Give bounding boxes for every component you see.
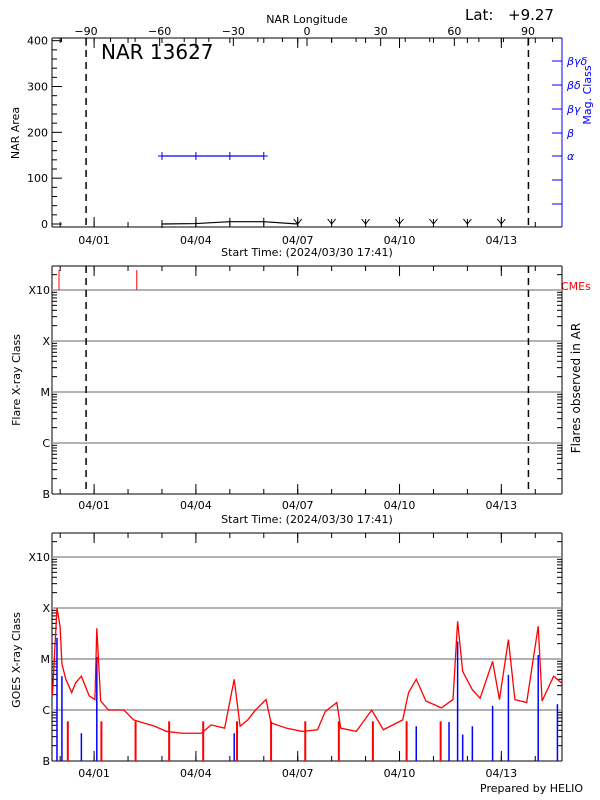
y-tick-label: C (42, 704, 50, 717)
y-tick-label: M (41, 386, 51, 399)
y-tick-label: 0 (41, 218, 48, 231)
region-title: NAR 13627 (101, 40, 214, 64)
longitude-tick-label: 90 (521, 25, 535, 38)
predicted-position-marker (293, 218, 303, 225)
x-tick-label: 04/01 (78, 499, 110, 512)
x-tick-label: 04/07 (282, 767, 314, 780)
predicted-position-marker (327, 218, 337, 225)
longitude-tick-label: −30 (222, 25, 245, 38)
predicted-position-marker (496, 218, 506, 225)
predicted-position-marker (429, 218, 438, 225)
footer-credit: Prepared by HELIO (480, 782, 583, 795)
y-tick-label: 300 (27, 81, 48, 94)
mag-class-label: βγ (566, 103, 581, 116)
predicted-position-marker (361, 218, 370, 225)
x-tick-label: 04/07 (282, 234, 314, 247)
cme-legend-label: CMEs (561, 280, 591, 293)
predicted-position-marker (395, 218, 404, 225)
x-tick-label: 04/13 (485, 234, 517, 247)
x-tick-label: 04/01 (78, 767, 110, 780)
x-tick-label: 04/04 (180, 499, 212, 512)
lat-label: Lat: (465, 6, 493, 24)
x-tick-label: 04/04 (180, 234, 212, 247)
y-tick-label: X10 (28, 551, 50, 564)
start-time-label: Start Time: (2024/03/30 17:41) (221, 246, 393, 259)
predicted-position-marker (463, 218, 472, 225)
longitude-tick-label: 30 (374, 25, 388, 38)
y-tick-label: B (42, 755, 50, 768)
start-time-label: Start Time: (2024/03/30 17:41) (221, 513, 393, 526)
goes-panel: GOES X-ray Class Prepared by HELIO B C M X X… (10, 532, 583, 795)
y-tick-label: 100 (27, 172, 48, 185)
flares-observed-axis-title: Flares observed in AR (569, 323, 583, 453)
x-tick-label: 04/01 (78, 234, 110, 247)
goes-axis-title: GOES X-ray Class (10, 612, 23, 708)
y-tick-label: 200 (27, 126, 48, 139)
longitude-tick-label: −90 (74, 25, 97, 38)
mag-class-axis-title: Mag. Class (581, 65, 594, 124)
flare-axis-title: Flare X-ray Class (10, 334, 23, 426)
mag-class-label: α (567, 150, 575, 163)
x-tick-label: 04/10 (384, 499, 416, 512)
nar-area-panel: Lat: +9.27 NAR Longitude NAR 13627 NAR A… (9, 6, 594, 259)
y-tick-label: X (42, 602, 50, 615)
y-tick-label: C (42, 437, 50, 450)
y-tick-label: 400 (27, 35, 48, 48)
mag-class-label: βγδ (566, 55, 588, 68)
longitude-axis-title: NAR Longitude (266, 13, 348, 26)
longitude-tick-label: 0 (304, 25, 311, 38)
x-tick-label: 04/07 (282, 499, 314, 512)
y-tick-label: X10 (28, 284, 50, 297)
goes-long-channel-line (51, 607, 562, 734)
mag-class-label: βδ (566, 79, 581, 92)
area-axis-title: NAR Area (9, 107, 22, 159)
x-tick-label: 04/10 (384, 234, 416, 247)
longitude-tick-label: −60 (148, 25, 171, 38)
x-tick-label: 04/10 (384, 767, 416, 780)
longitude-tick-label: 60 (447, 25, 461, 38)
y-tick-label: M (41, 653, 51, 666)
y-tick-label: B (42, 488, 50, 501)
x-tick-label: 04/04 (180, 767, 212, 780)
lat-value: +9.27 (508, 6, 554, 24)
mag-class-label: β (566, 127, 574, 140)
x-tick-label: 04/13 (485, 499, 517, 512)
y-tick-label: X (42, 335, 50, 348)
x-tick-label: 04/13 (485, 767, 517, 780)
flare-class-panel: CMEs Flare X-ray Class Flares observed i… (10, 265, 591, 526)
